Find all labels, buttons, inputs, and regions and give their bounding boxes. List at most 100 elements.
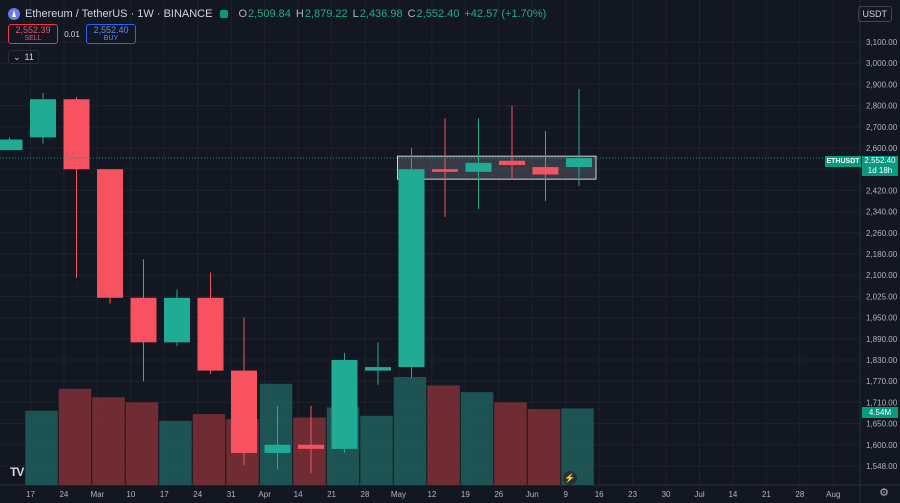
low-value: 2,436.98 — [359, 8, 403, 20]
price-tick-label: 1,830.00 — [866, 356, 898, 365]
spread-value: 0.01 — [64, 29, 80, 39]
time-tick-label: 17 — [26, 490, 35, 499]
candle-body — [532, 167, 559, 175]
volume-bar — [494, 402, 527, 485]
time-tick-label: Apr — [258, 490, 271, 499]
candle-body — [97, 169, 123, 298]
time-tick-label: 16 — [595, 490, 604, 499]
time-tick-label: 26 — [494, 490, 503, 499]
candle-body — [264, 444, 291, 453]
high-value: 2,879.22 — [304, 8, 348, 20]
candle-body — [164, 297, 190, 343]
candle-body — [63, 99, 90, 170]
volume-bar — [125, 402, 159, 485]
candle-body — [465, 162, 492, 172]
time-axis[interactable]: 17 24 Mar 10 17 24 31 Apr 14 21 28 May 12 19 26 Jun 9 16 2… — [26, 490, 840, 499]
buy-price: 2,552.40 — [93, 24, 129, 35]
price-tick-label: 1,600.00 — [866, 441, 898, 450]
volume-bar — [192, 414, 226, 485]
sell-label: SELL — [24, 34, 42, 42]
status-dot-icon — [220, 10, 229, 18]
symbol-legend: Ethereum / TetherUS · 1W · BINANCE O 2,50… — [8, 6, 551, 22]
price-tick-label: 2,900.00 — [866, 80, 898, 89]
volume-bar — [58, 388, 92, 485]
chevron-down-icon: ⌄ — [13, 51, 21, 62]
sell-button[interactable]: 2,552.39 SELL — [8, 24, 58, 44]
time-tick-label: Aug — [826, 490, 840, 499]
candle-body — [130, 297, 157, 343]
time-tick-label: Jul — [694, 490, 704, 499]
candle-body — [331, 360, 358, 449]
price-tick-label: 2,100.00 — [866, 271, 898, 280]
indicator-count: 11 — [24, 52, 34, 62]
time-tick-label: 23 — [628, 490, 637, 499]
time-tick-label: 24 — [193, 490, 202, 499]
high-key: H — [295, 8, 304, 20]
volume-bar — [393, 377, 427, 485]
price-tick-label: 2,260.00 — [866, 229, 898, 238]
buy-button[interactable]: 2,552.40 BUY — [86, 24, 136, 44]
time-tick-label: 30 — [662, 490, 671, 499]
candles[interactable] — [0, 88, 592, 474]
candle-body — [30, 99, 56, 138]
time-tick-label: May — [391, 490, 406, 499]
price-tick-label: 2,340.00 — [866, 208, 898, 217]
time-tick-label: 21 — [762, 490, 771, 499]
price-tick-label: 1,950.00 — [866, 314, 898, 323]
volume-bar — [92, 397, 125, 485]
volume-bar — [460, 392, 494, 485]
price-tick-label: 1,548.00 — [866, 462, 898, 471]
trade-buttons: 2,552.39 SELL 0.01 2,552.40 BUY — [8, 24, 136, 44]
time-tick-label: 17 — [160, 490, 169, 499]
time-tick-label: 9 — [563, 490, 568, 499]
candle-body — [432, 169, 458, 172]
time-tick-label: 14 — [728, 490, 737, 499]
candle-body — [197, 297, 224, 371]
change-value: +42.57 (+1.70%) — [464, 8, 547, 20]
price-tick-label: 1,650.00 — [866, 420, 898, 429]
last-price-tag: 2,552.40 1d 18h — [862, 156, 898, 176]
candle-body — [398, 169, 425, 368]
settings-icon[interactable]: ⚙ — [879, 487, 889, 499]
candle-body — [499, 160, 525, 165]
price-tick-label: 2,700.00 — [866, 123, 898, 132]
volume-tag: 4.54M — [862, 407, 898, 418]
volume-bar — [527, 409, 561, 485]
time-tick-label: 12 — [427, 490, 436, 499]
ethereum-coin-icon — [8, 8, 20, 20]
price-tick-label: 1,710.00 — [866, 398, 898, 407]
ticker-label: ETHUSDT — [825, 156, 861, 167]
buy-label: BUY — [103, 34, 119, 42]
volume-bars — [25, 377, 594, 485]
time-tick-label: 21 — [327, 490, 336, 499]
price-tick-label: 3,100.00 — [866, 38, 898, 47]
close-value: 2,552.40 — [416, 8, 460, 20]
price-tick-label: 2,025.00 — [866, 292, 898, 301]
time-tick-label: 10 — [126, 490, 135, 499]
volume-bar — [259, 383, 293, 485]
volume-bar — [293, 417, 326, 485]
price-axis[interactable]: 3,100.00 3,000.00 2,900.00 2,800.00 2,700.00… — [866, 38, 898, 471]
symbol-title[interactable]: Ethereum / TetherUS · 1W · BINANCE — [25, 8, 213, 20]
currency-select[interactable]: USDT — [857, 6, 892, 22]
price-tick-label: 2,180.00 — [866, 250, 898, 259]
time-tick-label: 19 — [461, 490, 470, 499]
tradingview-logo-icon[interactable]: TV — [10, 465, 24, 479]
time-tick-label: 24 — [59, 490, 68, 499]
lightning-icon[interactable]: ⚡ — [563, 471, 577, 485]
sell-price: 2,552.39 — [15, 24, 51, 35]
time-tick-label: 28 — [795, 490, 804, 499]
time-tick-label: Jun — [526, 490, 539, 499]
last-price: 2,552.40 — [864, 156, 896, 165]
indicator-toggle[interactable]: ⌄ 11 — [8, 50, 39, 64]
time-tick-label: Mar — [91, 490, 105, 499]
candle-body — [365, 367, 391, 371]
volume-bar — [25, 410, 58, 485]
price-tick-label: 1,890.00 — [866, 335, 898, 344]
bar-countdown: 1d 18h — [867, 166, 893, 175]
price-tick-label: 2,800.00 — [866, 102, 898, 111]
price-tick-label: 1,770.00 — [866, 377, 898, 386]
close-key: C — [407, 8, 416, 20]
time-tick-label: 28 — [361, 490, 370, 499]
